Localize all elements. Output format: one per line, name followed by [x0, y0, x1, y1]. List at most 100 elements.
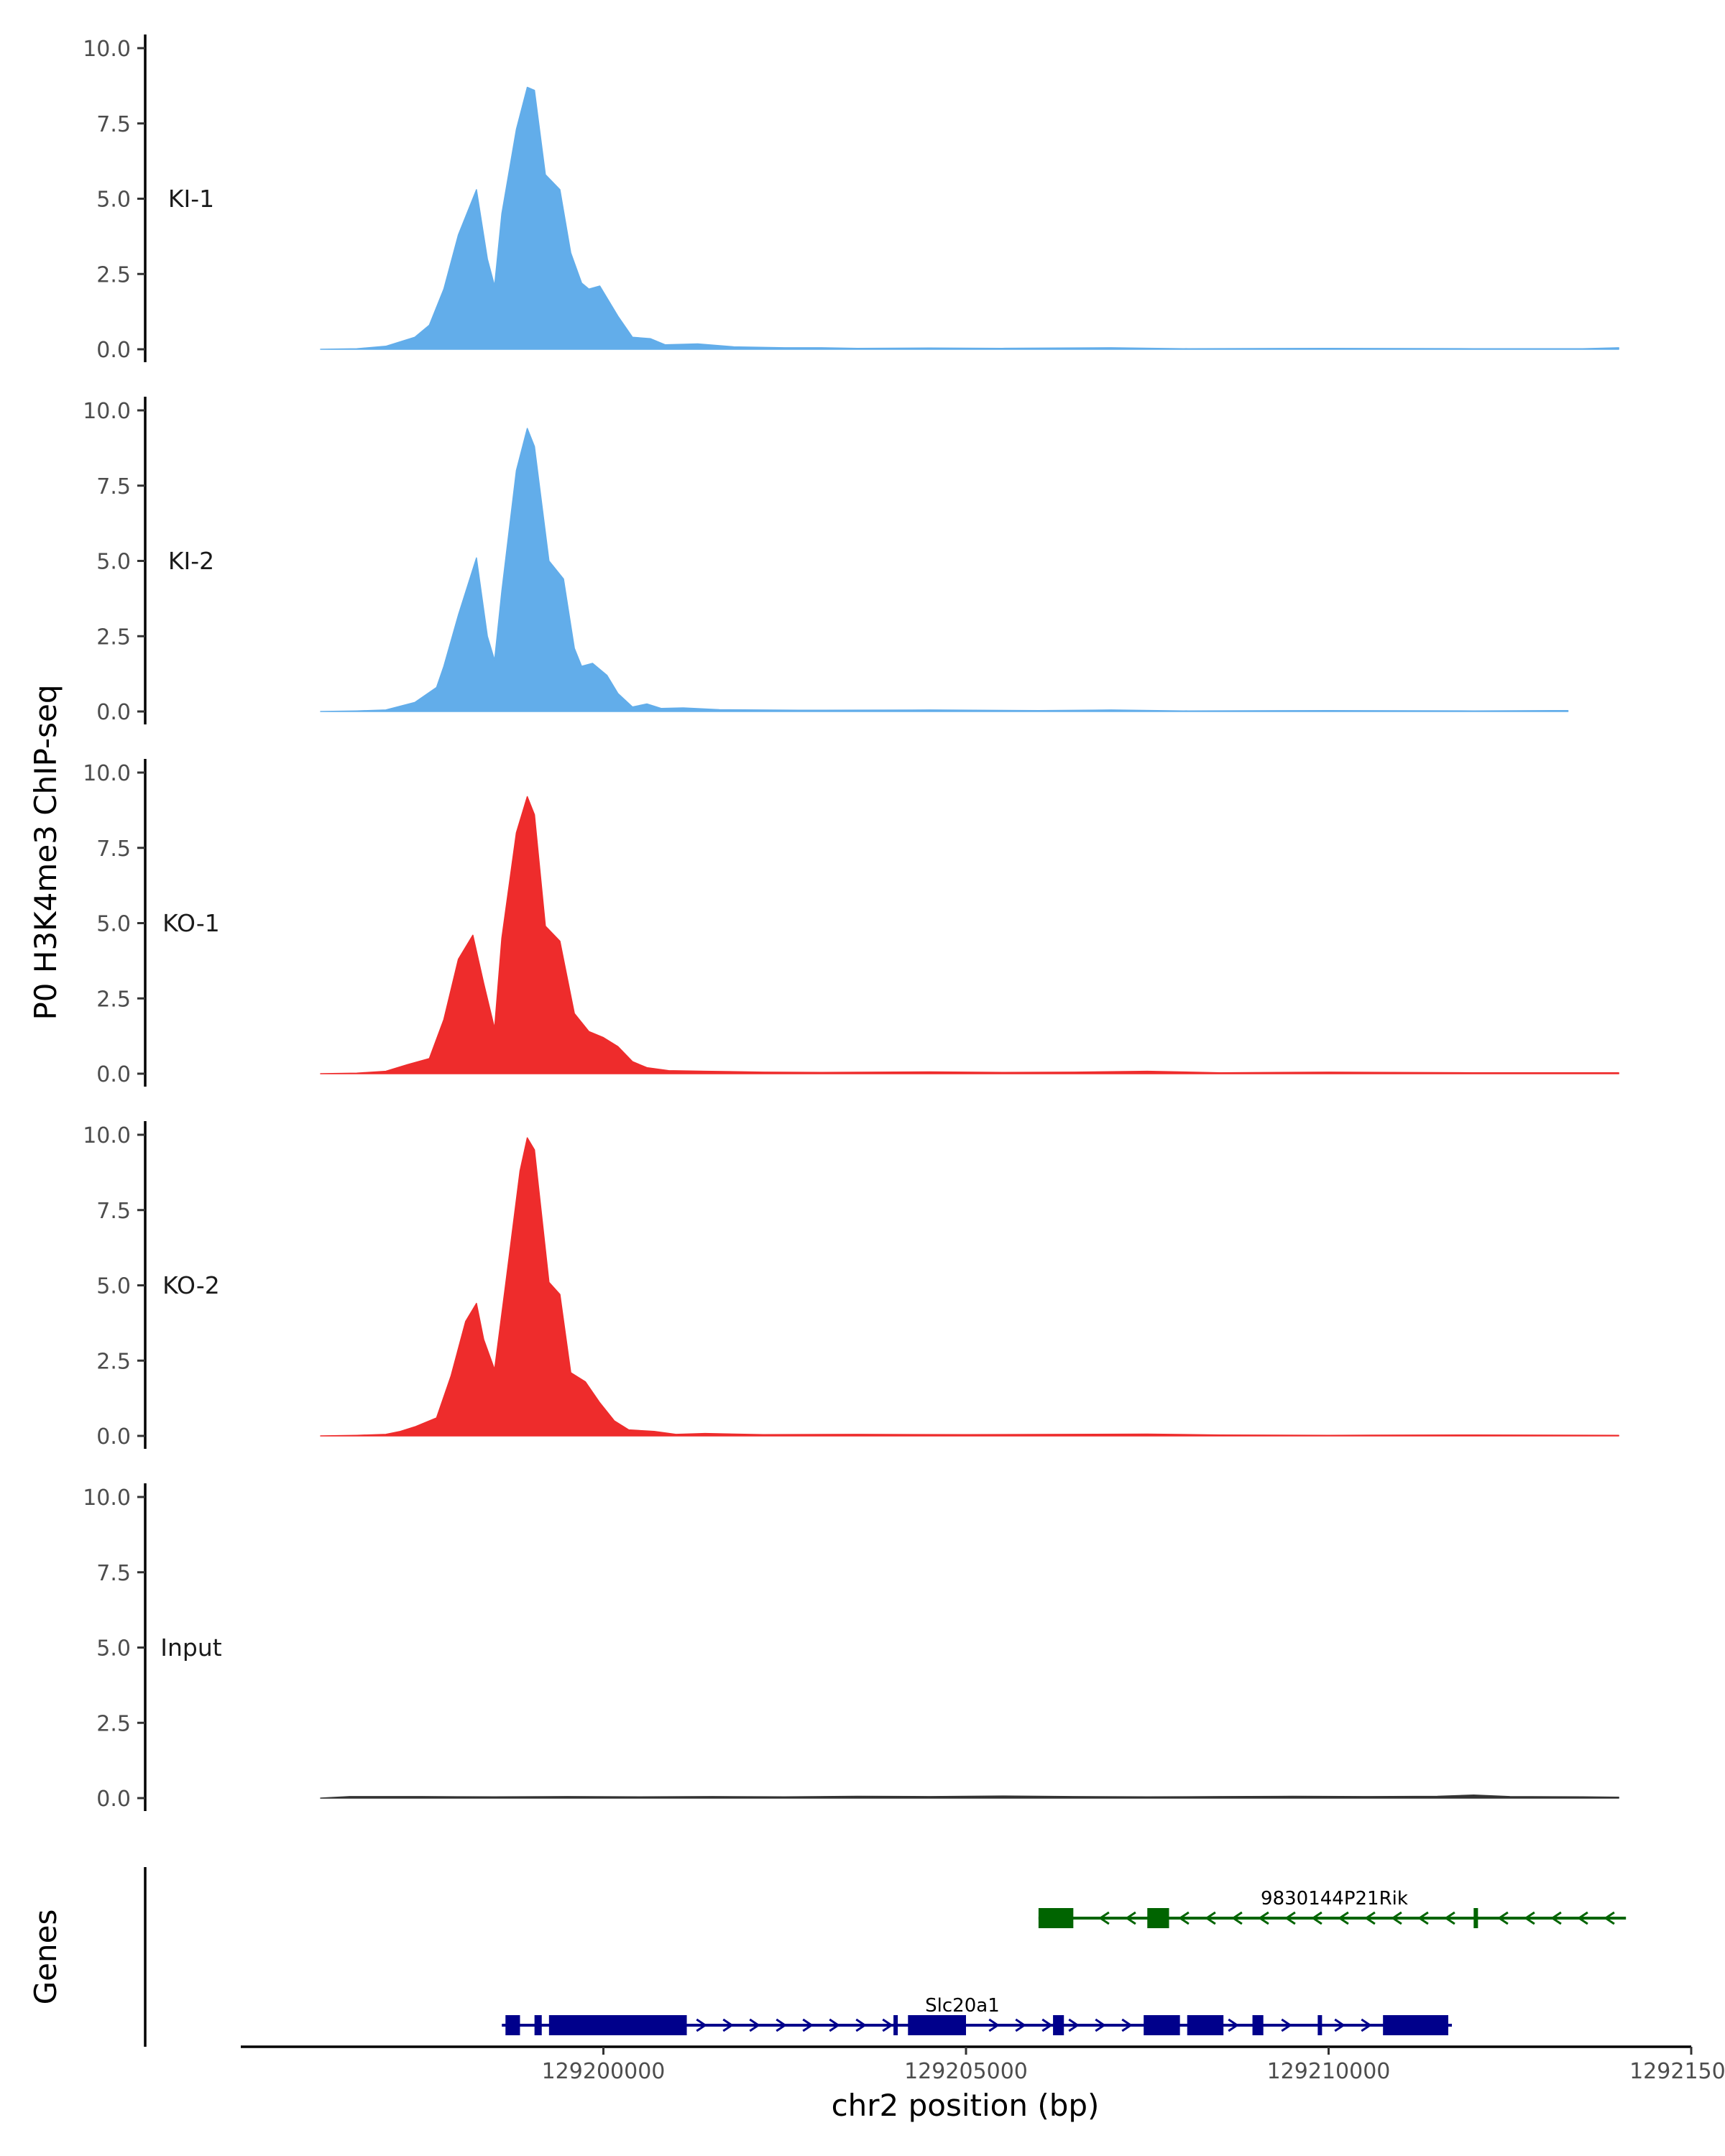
track-ki-1: 0.0 2.5 5.0 7.5 10.0 KI-1	[83, 34, 1619, 363]
signal-tracks: 0.0 2.5 5.0 7.5 10.0 KI-1 0.0 2.5 5.0 7.5 10.0 KI-2…	[83, 34, 1619, 1812]
y-tick-label: 0.0	[96, 700, 131, 725]
strand-arrow	[1338, 1911, 1349, 1925]
strand-arrow	[1258, 1911, 1269, 1925]
strand-arrow	[1098, 1911, 1110, 1925]
exon	[534, 2015, 542, 2035]
y-tick-label: 0.0	[96, 1424, 131, 1450]
strand-arrow	[1178, 1911, 1190, 1925]
track-label: KO-1	[162, 909, 220, 937]
x-axis: 129200000 129205000 129210000 129215000	[241, 2045, 1725, 2084]
y-tick-label: 10.0	[83, 399, 131, 424]
gene-name: Slc20a1	[925, 1995, 1000, 2017]
strand-arrow	[1284, 1911, 1296, 1925]
y-tick-label: 5.0	[96, 188, 131, 213]
strand-arrow	[1228, 2018, 1239, 2032]
strand-arrow	[1550, 1911, 1562, 1925]
strand-arrow	[1444, 1911, 1455, 1925]
y-tick-label: 5.0	[96, 1274, 131, 1299]
y-tick-label: 5.0	[96, 550, 131, 575]
y-tick-label: 2.5	[96, 1349, 131, 1374]
exon	[1252, 2015, 1264, 2035]
strand-arrow	[722, 2018, 734, 2032]
x-tick-label: 129205000	[904, 2059, 1028, 2084]
signal-area-input	[320, 1795, 1619, 1799]
strand-arrow	[1068, 2018, 1080, 2032]
exon	[1187, 2015, 1224, 2035]
strand-arrow	[1125, 1911, 1136, 1925]
y-tick-label: 0.0	[96, 338, 131, 363]
track-input: 0.0 2.5 5.0 7.5 10.0 Input	[83, 1483, 1619, 1812]
y-tick-label: 2.5	[96, 262, 131, 287]
y-tick-label: 10.0	[83, 1485, 131, 1511]
strand-arrow	[749, 2018, 760, 2032]
y-tick-label: 5.0	[96, 912, 131, 937]
exon	[1317, 2015, 1322, 2035]
strand-arrow	[988, 2018, 1000, 2032]
track-label: KO-2	[162, 1271, 220, 1299]
y-tick-label: 10.0	[83, 761, 131, 786]
y-tick-label: 0.0	[96, 1787, 131, 1812]
gene-slc20a1: Slc20a1	[502, 1995, 1453, 2035]
strand-arrow	[1524, 1911, 1535, 1925]
track-ki-2: 0.0 2.5 5.0 7.5 10.0 KI-2	[83, 397, 1569, 725]
exon	[1038, 1908, 1074, 1928]
track-ko-2: 0.0 2.5 5.0 7.5 10.0 KO-2	[83, 1121, 1619, 1450]
y-tick-label: 10.0	[83, 37, 131, 62]
strand-arrow	[696, 2018, 707, 2032]
exon	[1053, 2015, 1064, 2035]
track-ko-1: 0.0 2.5 5.0 7.5 10.0 KO-1	[83, 759, 1619, 1087]
genes-axis-title: Genes	[28, 1909, 63, 2005]
strand-arrow	[829, 2018, 840, 2032]
exon	[1144, 2015, 1180, 2035]
strand-arrow	[1577, 1911, 1588, 1925]
strand-arrow	[1121, 2018, 1133, 2032]
track-label: Input	[160, 1634, 222, 1662]
strand-arrow	[776, 2018, 787, 2032]
strand-arrow	[1205, 1911, 1216, 1925]
y-tick-label: 7.5	[96, 837, 131, 862]
strand-arrow	[802, 2018, 814, 2032]
exon	[1383, 2015, 1448, 2035]
x-tick-label: 129210000	[1267, 2059, 1391, 2084]
strand-arrow	[1364, 1911, 1376, 1925]
exon	[893, 2015, 898, 2035]
strand-arrow	[855, 2018, 867, 2032]
y-tick-label: 7.5	[96, 1199, 131, 1224]
strand-arrow	[1361, 2018, 1372, 2032]
gene-9830144p21rik: 9830144P21Rik	[1038, 1888, 1627, 1928]
y-tick-label: 2.5	[96, 987, 131, 1012]
exon	[548, 2015, 687, 2035]
exon	[908, 2015, 966, 2035]
strand-arrow	[1497, 1911, 1509, 1925]
y-tick-label: 7.5	[96, 112, 131, 137]
exon	[1147, 1908, 1169, 1928]
gene-name: 9830144P21Rik	[1261, 1888, 1408, 1909]
y-tick-label: 2.5	[96, 1711, 131, 1736]
strand-arrow	[1417, 1911, 1429, 1925]
x-tick-label: 129215000	[1629, 2059, 1725, 2084]
strand-arrow	[1015, 2018, 1026, 2032]
signal-area-ko-1	[320, 796, 1619, 1074]
strand-arrow	[1604, 1911, 1615, 1925]
y-axis-title: P0 H3K4me3 ChIP-seq	[28, 684, 63, 1020]
strand-arrow	[1281, 2018, 1292, 2032]
strand-arrow	[882, 2018, 893, 2032]
y-tick-label: 0.0	[96, 1062, 131, 1087]
signal-area-ki-2	[320, 428, 1569, 712]
strand-arrow	[1231, 1911, 1243, 1925]
y-tick-label: 10.0	[83, 1123, 131, 1148]
signal-area-ko-2	[320, 1137, 1619, 1437]
x-tick-label: 129200000	[542, 2059, 666, 2084]
track-label: KI-2	[168, 547, 214, 575]
signal-area-ki-1	[320, 86, 1619, 350]
strand-arrow	[1311, 1911, 1322, 1925]
gene-track: 9830144P21Rik Slc20a1	[144, 1867, 1627, 2047]
strand-arrow	[1334, 2018, 1346, 2032]
y-tick-label: 5.0	[96, 1636, 131, 1662]
strand-arrow	[1391, 1911, 1402, 1925]
y-tick-label: 7.5	[96, 474, 131, 499]
exon	[1473, 1908, 1478, 1928]
x-axis-title: chr2 position (bp)	[832, 2088, 1100, 2123]
strand-arrow	[1041, 2018, 1053, 2032]
